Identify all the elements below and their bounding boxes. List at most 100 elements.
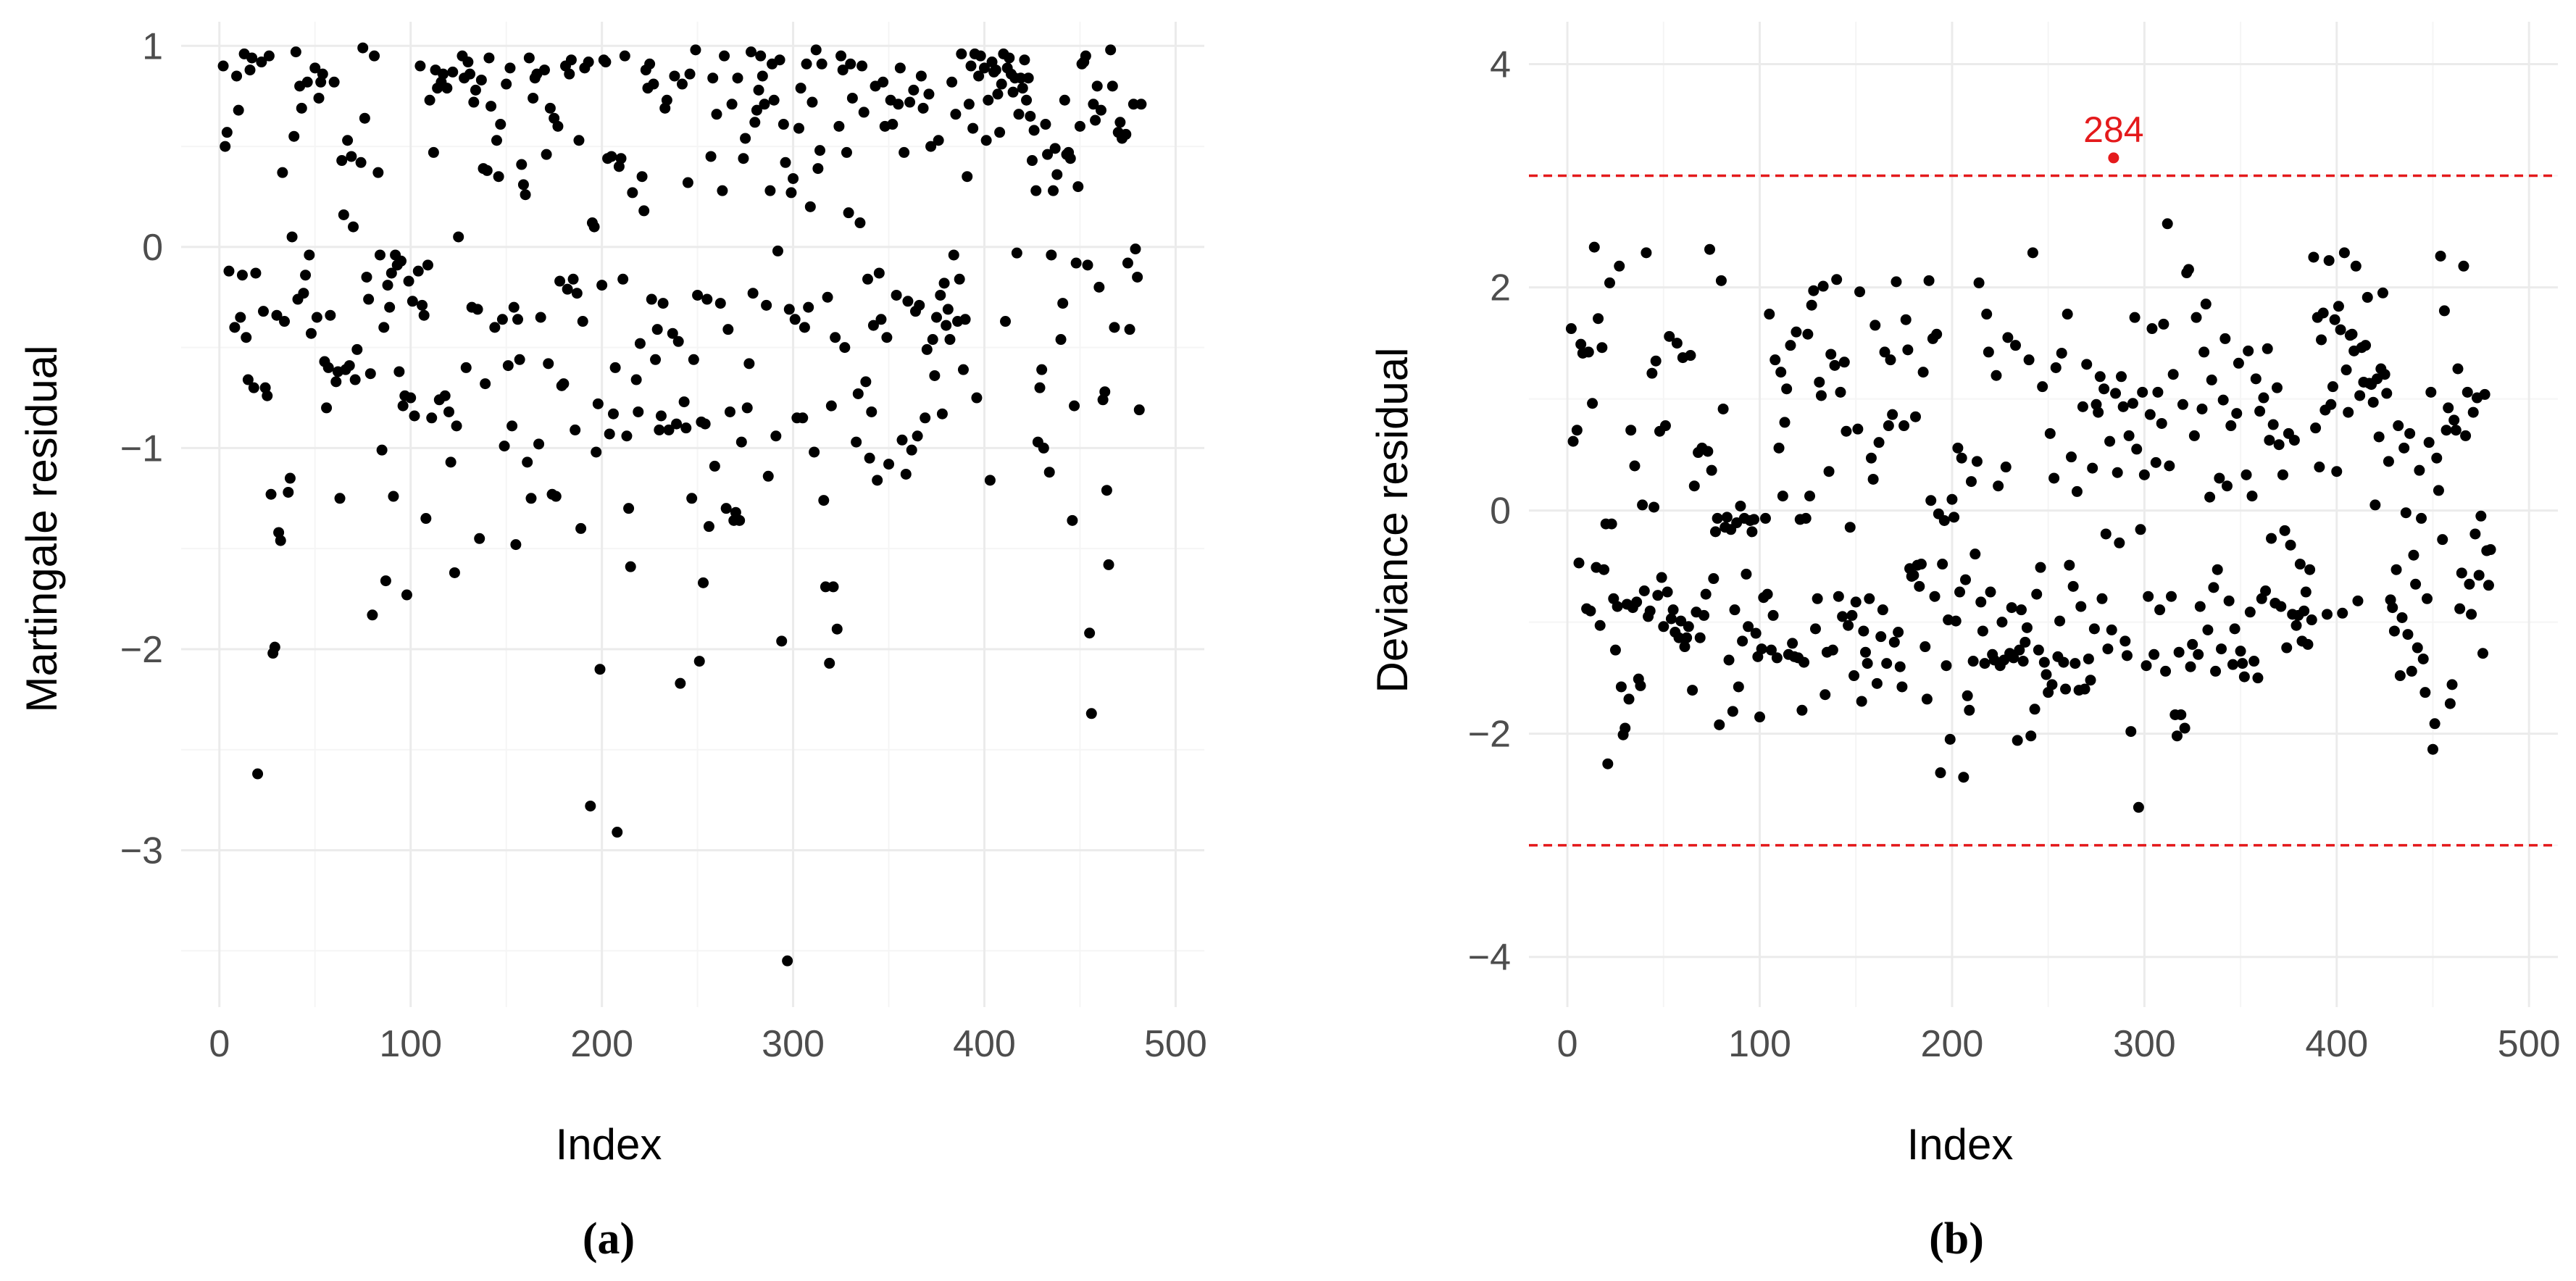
data-point <box>824 657 835 669</box>
data-point <box>2077 401 2088 412</box>
data-point <box>1777 491 1788 502</box>
data-point <box>564 68 575 80</box>
y-tick-labels: −4 −2 0 2 4 <box>1468 44 1511 979</box>
data-point <box>2467 406 2479 418</box>
x-tick-label: 300 <box>2113 1023 2176 1065</box>
data-point <box>288 130 300 142</box>
data-point <box>428 146 439 158</box>
data-point <box>925 141 937 152</box>
data-point <box>762 470 774 482</box>
data-point <box>1867 473 1879 485</box>
data-point <box>1914 580 1925 592</box>
data-point <box>2435 250 2446 262</box>
data-point <box>464 68 476 80</box>
data-point <box>2171 730 2183 742</box>
data-point <box>2252 672 2264 684</box>
data-point <box>2437 534 2448 546</box>
data-point <box>1791 326 1802 338</box>
data-point <box>2031 588 2043 600</box>
data-point <box>357 42 369 54</box>
data-point <box>1902 344 1914 356</box>
data-point <box>797 412 809 424</box>
data-point <box>388 491 399 502</box>
data-point <box>2037 381 2048 393</box>
data-point <box>1935 767 1946 779</box>
data-point <box>1646 367 1658 379</box>
data-point <box>1583 346 1594 358</box>
data-point <box>669 70 680 82</box>
data-point <box>573 135 585 146</box>
data-point <box>1629 460 1641 472</box>
data-point <box>2275 601 2287 612</box>
data-point <box>372 167 384 178</box>
data-point <box>967 122 979 134</box>
data-point <box>2452 363 2464 375</box>
data-point <box>2202 624 2214 635</box>
data-point <box>2273 439 2285 451</box>
data-point <box>2266 533 2277 544</box>
data-point <box>2343 406 2354 418</box>
data-point <box>648 78 659 90</box>
data-point <box>931 312 943 323</box>
data-point <box>384 301 396 313</box>
data-point <box>866 406 878 417</box>
data-point <box>864 452 875 464</box>
data-point <box>1975 596 1987 608</box>
data-point <box>443 406 454 417</box>
data-point <box>2394 670 2406 682</box>
data-point <box>1756 643 1767 655</box>
data-point <box>1698 609 1710 621</box>
data-point <box>2191 312 2202 323</box>
data-point <box>644 58 656 70</box>
data-point <box>2243 345 2254 356</box>
data-point <box>2291 619 2302 631</box>
data-point <box>862 273 873 285</box>
data-point <box>1007 86 1019 98</box>
data-point <box>2121 650 2133 662</box>
y-tick-label: −2 <box>120 629 163 671</box>
data-point <box>927 334 938 346</box>
data-point <box>743 358 755 370</box>
data-point <box>2390 564 2402 575</box>
data-point <box>634 338 646 349</box>
data-point <box>1806 299 1817 311</box>
data-point <box>675 677 686 689</box>
data-point <box>1771 652 1783 664</box>
data-point <box>2200 299 2212 310</box>
data-point <box>2035 562 2046 573</box>
data-point <box>575 522 587 534</box>
data-point <box>2337 607 2348 619</box>
data-point <box>2477 648 2488 659</box>
data-point <box>376 444 388 456</box>
data-point <box>2114 537 2125 548</box>
data-point <box>887 119 899 130</box>
data-point <box>839 342 851 354</box>
data-point <box>1671 338 1683 349</box>
data-point <box>1105 44 1117 56</box>
data-point <box>1762 588 1773 600</box>
data-point <box>2466 609 2477 620</box>
data-point <box>550 491 562 502</box>
data-point <box>948 249 959 261</box>
data-point <box>1888 636 1900 648</box>
data-point <box>751 104 762 116</box>
data-point <box>336 155 348 167</box>
data-point <box>1759 512 1771 524</box>
data-point <box>2333 301 2344 312</box>
data-point <box>1614 260 1625 272</box>
data-point <box>994 127 1006 138</box>
data-point <box>912 430 923 442</box>
data-point <box>570 424 581 435</box>
data-point <box>2098 383 2110 395</box>
data-point <box>858 107 870 118</box>
data-point <box>1908 569 1920 581</box>
data-point <box>2214 472 2225 484</box>
data-point <box>2369 499 2381 511</box>
data-point <box>606 151 617 162</box>
data-point <box>485 101 497 112</box>
data-point <box>217 60 229 72</box>
data-point <box>514 354 525 365</box>
data-point <box>830 332 841 343</box>
data-point <box>1843 619 1854 631</box>
